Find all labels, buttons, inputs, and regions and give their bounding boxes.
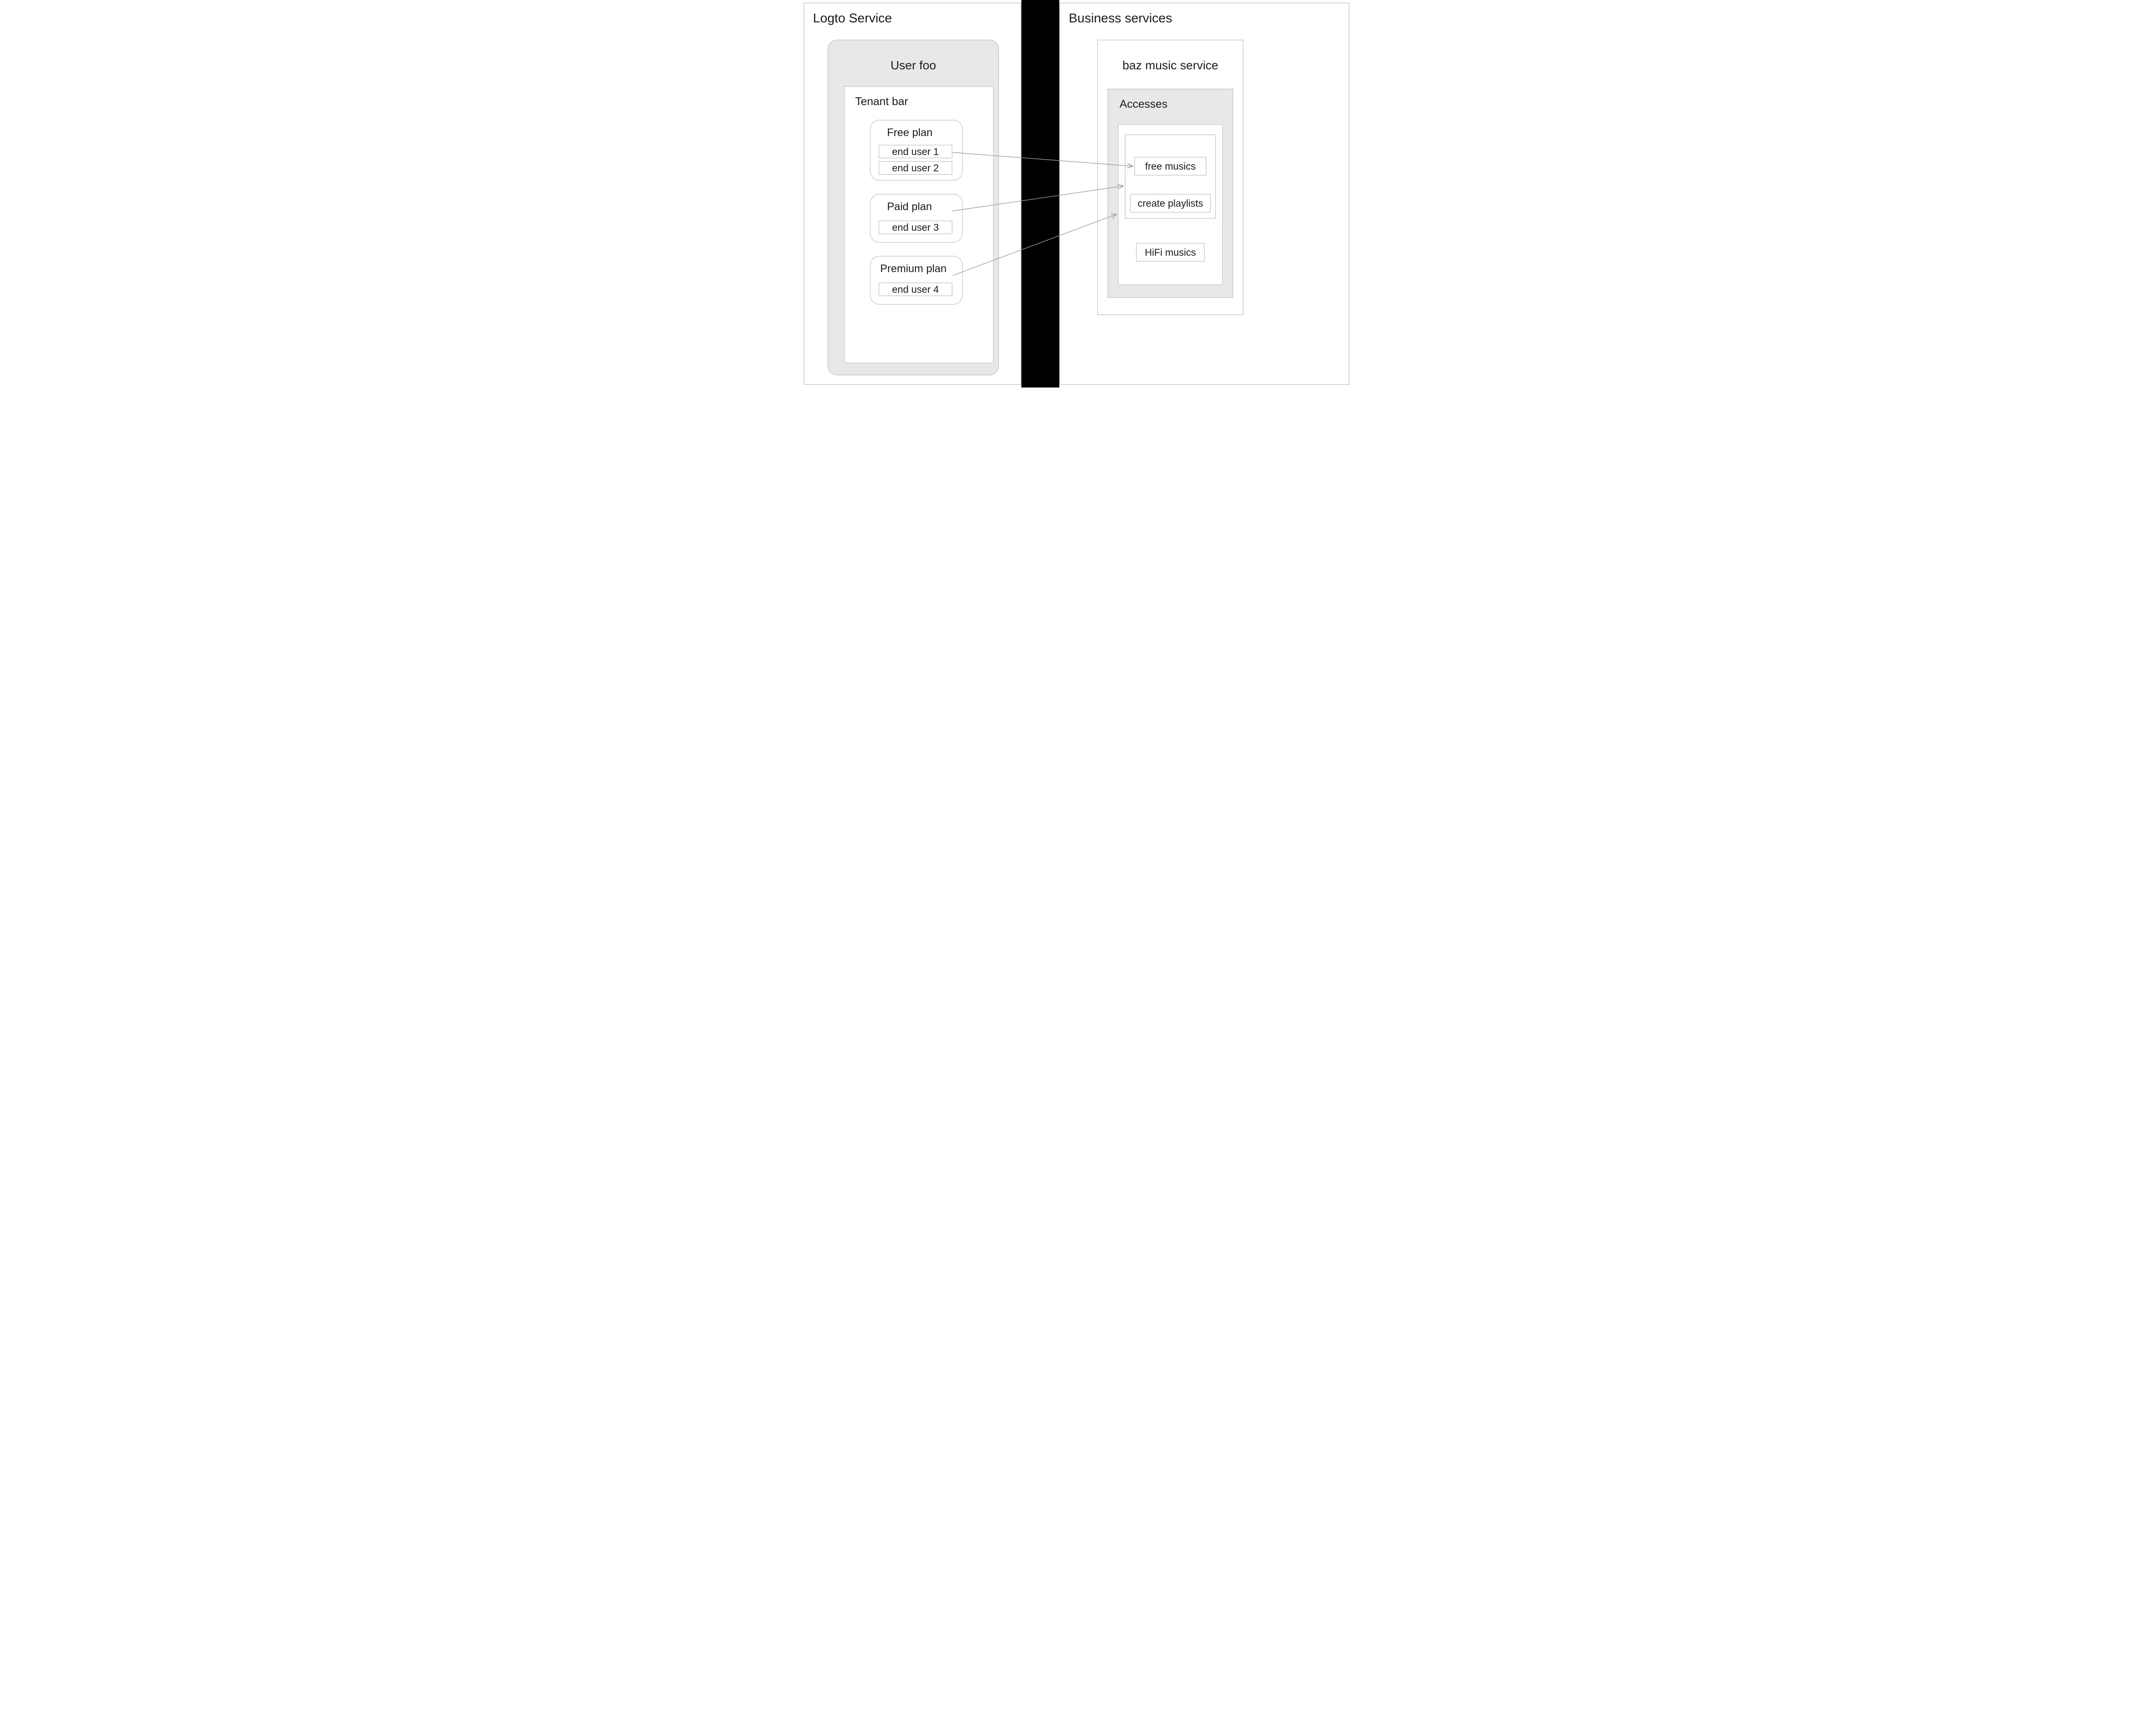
center-divider <box>1021 0 1059 388</box>
baz-music-service-title: baz music service <box>1098 59 1243 72</box>
accesses-title: Accesses <box>1120 97 1167 111</box>
end-user-2-label: end user 2 <box>892 163 939 173</box>
end-user-2-chip: end user 2 <box>878 161 952 175</box>
paid-plan-title: Paid plan <box>887 201 932 213</box>
business-services-title: Business services <box>1069 11 1172 26</box>
user-foo-title: User foo <box>828 59 998 72</box>
create-playlists-label: create playlists <box>1138 198 1203 208</box>
create-playlists-item: create playlists <box>1130 194 1211 213</box>
end-user-1-chip: end user 1 <box>878 145 952 158</box>
hifi-musics-item: HiFi musics <box>1136 243 1205 262</box>
hifi-musics-label: HiFi musics <box>1145 248 1196 257</box>
free-musics-label: free musics <box>1145 161 1196 171</box>
end-user-4-label: end user 4 <box>892 285 939 294</box>
end-user-3-label: end user 3 <box>892 223 939 232</box>
end-user-1-label: end user 1 <box>892 147 939 157</box>
premium-plan-title: Premium plan <box>880 263 946 275</box>
paid-plan-card: Paid plan <box>870 194 963 243</box>
end-user-4-chip: end user 4 <box>878 282 952 296</box>
end-user-3-chip: end user 3 <box>878 220 952 234</box>
premium-plan-card: Premium plan <box>870 256 963 305</box>
logto-service-title: Logto Service <box>813 11 892 26</box>
tenant-bar-title: Tenant bar <box>855 95 908 108</box>
diagram-stage: Logto Service User foo Tenant bar Free p… <box>801 0 1352 388</box>
free-musics-item: free musics <box>1134 157 1207 176</box>
free-plan-title: Free plan <box>887 127 933 139</box>
